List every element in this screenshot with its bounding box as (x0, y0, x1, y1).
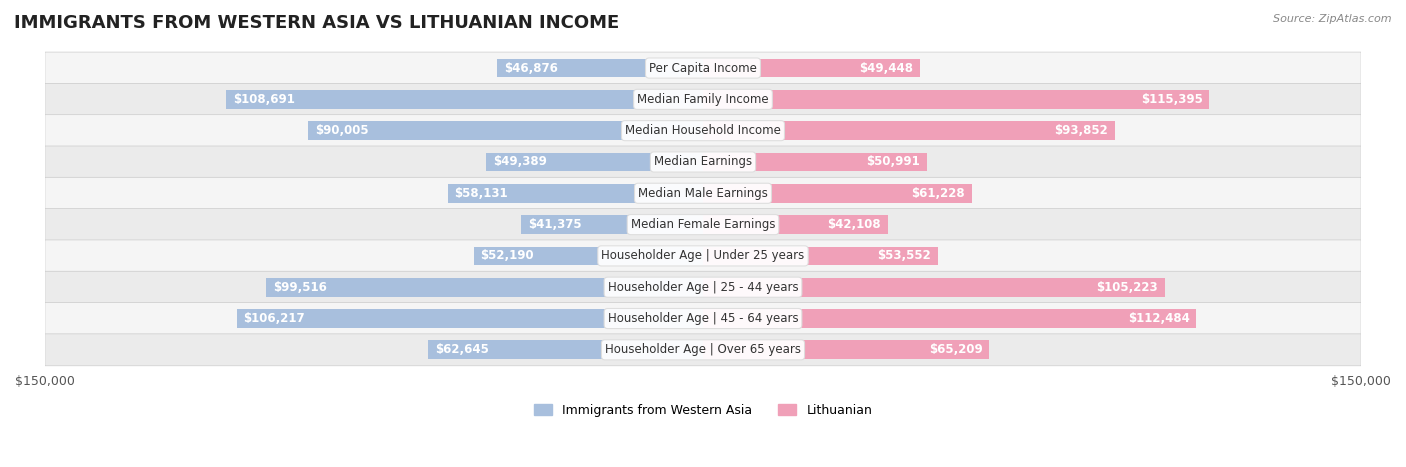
Bar (449, 184, 703, 203)
Text: Householder Age | Over 65 years: Householder Age | Over 65 years (605, 343, 801, 356)
Bar (703, 153, 927, 171)
Text: $115,395: $115,395 (1140, 93, 1202, 106)
Bar (522, 215, 703, 234)
FancyBboxPatch shape (45, 177, 1361, 209)
Text: $46,876: $46,876 (503, 62, 558, 75)
Bar (703, 309, 1197, 328)
Text: Per Capita Income: Per Capita Income (650, 62, 756, 75)
Text: Median Earnings: Median Earnings (654, 156, 752, 169)
FancyBboxPatch shape (45, 209, 1361, 241)
Bar (703, 90, 1209, 109)
Text: IMMIGRANTS FROM WESTERN ASIA VS LITHUANIAN INCOME: IMMIGRANTS FROM WESTERN ASIA VS LITHUANI… (14, 14, 619, 32)
Bar (308, 121, 703, 140)
Bar (703, 184, 972, 203)
Text: $41,375: $41,375 (529, 218, 582, 231)
Text: Median Household Income: Median Household Income (626, 124, 780, 137)
Text: $52,190: $52,190 (481, 249, 534, 262)
Text: $112,484: $112,484 (1128, 312, 1189, 325)
FancyBboxPatch shape (45, 146, 1361, 178)
Text: Householder Age | 45 - 64 years: Householder Age | 45 - 64 years (607, 312, 799, 325)
Text: $49,389: $49,389 (494, 156, 547, 169)
Bar (226, 90, 703, 109)
Legend: Immigrants from Western Asia, Lithuanian: Immigrants from Western Asia, Lithuanian (529, 399, 877, 422)
FancyBboxPatch shape (45, 84, 1361, 115)
FancyBboxPatch shape (45, 334, 1361, 366)
Text: $105,223: $105,223 (1097, 281, 1159, 294)
Text: Median Family Income: Median Family Income (637, 93, 769, 106)
Bar (703, 215, 887, 234)
Bar (266, 278, 703, 297)
Text: Householder Age | 25 - 44 years: Householder Age | 25 - 44 years (607, 281, 799, 294)
Text: $58,131: $58,131 (454, 187, 508, 200)
Text: $42,108: $42,108 (828, 218, 882, 231)
Bar (429, 340, 703, 359)
Bar (486, 153, 703, 171)
Bar (498, 59, 703, 78)
Text: Median Male Earnings: Median Male Earnings (638, 187, 768, 200)
FancyBboxPatch shape (45, 303, 1361, 334)
Text: $65,209: $65,209 (929, 343, 983, 356)
Text: $99,516: $99,516 (273, 281, 326, 294)
Text: Householder Age | Under 25 years: Householder Age | Under 25 years (602, 249, 804, 262)
FancyBboxPatch shape (45, 271, 1361, 303)
Text: Median Female Earnings: Median Female Earnings (631, 218, 775, 231)
FancyBboxPatch shape (45, 115, 1361, 147)
Text: Source: ZipAtlas.com: Source: ZipAtlas.com (1274, 14, 1392, 24)
Bar (703, 121, 1115, 140)
FancyBboxPatch shape (45, 240, 1361, 272)
FancyBboxPatch shape (45, 52, 1361, 84)
Text: $53,552: $53,552 (877, 249, 931, 262)
Bar (474, 247, 703, 265)
Bar (703, 59, 920, 78)
Text: $106,217: $106,217 (243, 312, 305, 325)
Text: $50,991: $50,991 (866, 156, 920, 169)
Bar (703, 278, 1164, 297)
Text: $61,228: $61,228 (911, 187, 965, 200)
Bar (703, 247, 938, 265)
Text: $62,645: $62,645 (434, 343, 489, 356)
Bar (238, 309, 703, 328)
Text: $49,448: $49,448 (859, 62, 914, 75)
Text: $93,852: $93,852 (1054, 124, 1108, 137)
Text: $90,005: $90,005 (315, 124, 368, 137)
Text: $108,691: $108,691 (233, 93, 295, 106)
Bar (703, 340, 988, 359)
